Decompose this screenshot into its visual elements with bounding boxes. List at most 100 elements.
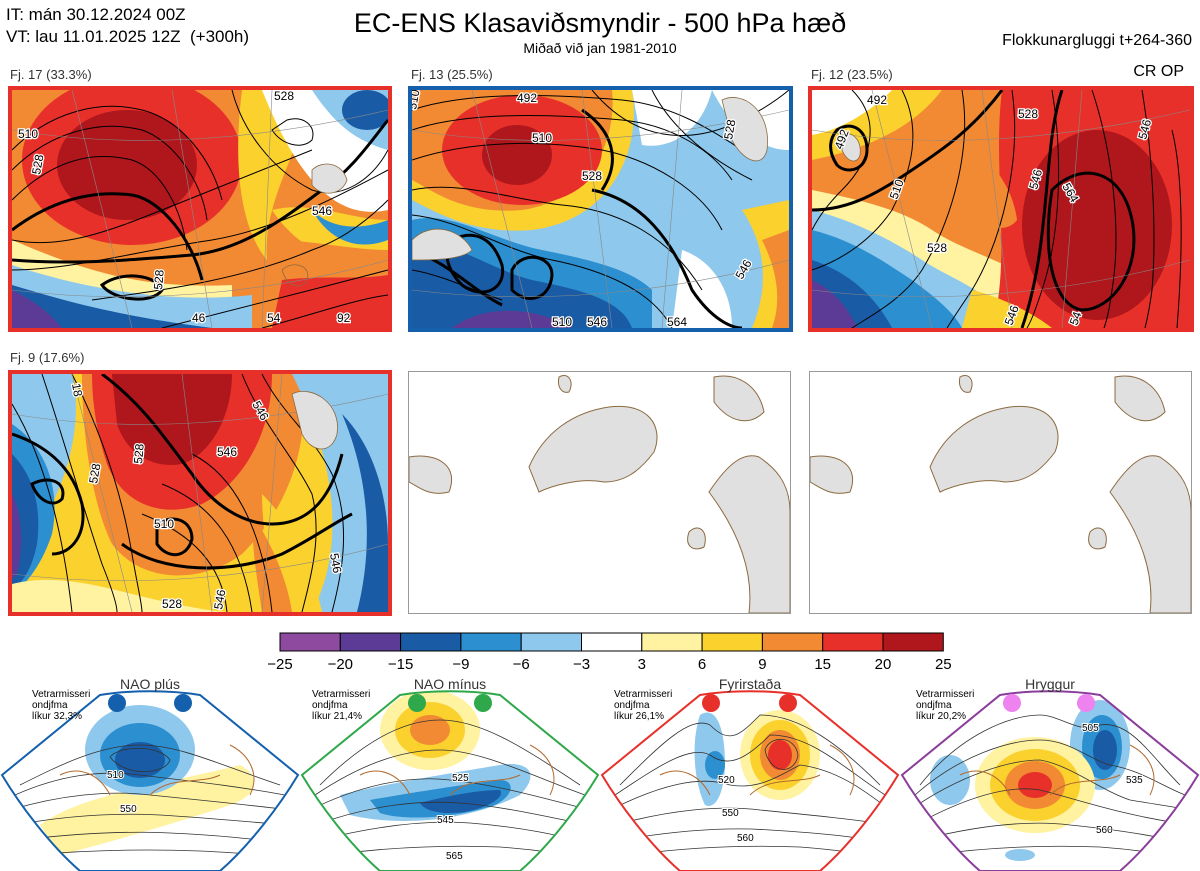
cluster-label-4: Fj. 9 (17.6%) — [10, 350, 85, 365]
header-info: IT: mán 30.12.2024 00Z VT: lau 11.01.202… — [6, 4, 249, 48]
contour-label: 54 — [267, 311, 281, 325]
colorbar-bin — [761, 632, 824, 652]
colorbar-tick-label: 9 — [758, 656, 767, 673]
regime-title: NAO plús — [120, 676, 180, 692]
cluster-map-3: 492 492 510 528 546 564 528 546 546 54 — [808, 86, 1194, 332]
cluster-label-1: Fj. 17 (33.3%) — [10, 67, 92, 82]
colorbar-tick-label: 15 — [814, 656, 832, 673]
colorbar-tick-label: −15 — [387, 656, 414, 673]
contour-label: 546 — [211, 588, 228, 610]
colorbar-bin — [581, 632, 643, 652]
contour-label: 505 — [1082, 723, 1099, 734]
contour-label: 550 — [722, 808, 739, 819]
regime-note: Vetrarmisseri — [614, 689, 672, 700]
colorbar-bin — [641, 632, 703, 652]
cluster-map-1: 528 510 528 546 46 54 92 528 — [8, 86, 392, 332]
colorbar-tick-label: −25 — [267, 656, 293, 673]
cluster-map-2: 492 510 528 528 546 564 510 546 510 — [408, 86, 793, 332]
regime-note: Vetrarmisseri — [32, 689, 90, 700]
contour-label: 564 — [667, 315, 687, 328]
contour-label: 528 — [274, 90, 294, 103]
contour-label: 528 — [162, 597, 182, 611]
contour-label: 528 — [151, 269, 167, 290]
regime-probability: líkur 32,3% — [32, 711, 82, 722]
regime-title: NAO mínus — [414, 676, 486, 692]
contour-label: 525 — [452, 773, 469, 784]
colorbar-tick-label: 20 — [874, 656, 892, 673]
regime-probability: líkur 20,2% — [916, 711, 966, 722]
colorbar-bin — [701, 632, 763, 652]
contour-label: 510 — [107, 770, 124, 781]
colorbar-bin — [460, 632, 522, 652]
regime-nao-plus: NAO plús Vetrarmisseri ondjfma líkur 32,… — [0, 676, 300, 871]
contour-label: 520 — [718, 775, 735, 786]
contour-label: 546 — [312, 204, 332, 218]
contour-label: 560 — [1096, 825, 1113, 836]
contour-label: 510 — [552, 315, 572, 328]
colorbar-tick-label: −20 — [327, 656, 354, 673]
colorbar-tick-label: −6 — [512, 656, 530, 673]
contour-label: 528 — [582, 169, 602, 183]
contour-label: 528 — [86, 462, 103, 484]
contour-label: 546 — [217, 445, 237, 459]
colorbar-bin — [400, 632, 462, 652]
contour-label: 510 — [412, 90, 422, 111]
regime-note: ondjfma — [614, 700, 650, 711]
contour-label: 528 — [1018, 107, 1038, 121]
regime-ridge: Hryggur Vetrarmisseri ondjfma líkur 20,2… — [900, 676, 1200, 871]
classification-window: Flokkunargluggi t+264-360 — [1002, 32, 1192, 49]
contour-label: 528 — [131, 443, 147, 464]
regime-note: Vetrarmisseri — [312, 689, 370, 700]
colorbar — [279, 632, 944, 652]
regime-note: ondjfma — [312, 700, 348, 711]
regime-note: Vetrarmisseri — [916, 689, 974, 700]
cluster-label-2: Fj. 13 (25.5%) — [411, 67, 493, 82]
contour-label: 546 — [1026, 167, 1045, 190]
regime-title: Fyrirstaða — [719, 676, 781, 692]
empty-map-5 — [408, 371, 791, 614]
colorbar-tick-label: 6 — [697, 656, 707, 673]
contour-label: 546 — [1135, 117, 1154, 140]
colorbar-bin — [339, 632, 402, 652]
contour-label: 550 — [120, 804, 137, 815]
contour-label: 492 — [517, 91, 537, 105]
contour-label: 492 — [867, 93, 887, 107]
regime-note: ondjfma — [32, 700, 68, 711]
colorbar-tick-label: 3 — [637, 656, 646, 673]
colorbar-bin — [520, 632, 582, 652]
contour-label: 528 — [721, 118, 738, 140]
contour-label: 535 — [1126, 775, 1143, 786]
valid-time: VT: lau 11.01.2025 12Z (+300h) — [6, 27, 250, 46]
regime-blocking: Fyrirstaða Vetrarmisseri ondjfma líkur 2… — [600, 676, 900, 871]
contour-label: 46 — [192, 311, 206, 325]
colorbar-tick-label: 25 — [934, 656, 952, 673]
contour-label: 545 — [437, 815, 454, 826]
regime-probability: líkur 21,4% — [312, 711, 362, 722]
colorbar-bin — [822, 632, 884, 652]
contour-label: 565 — [446, 851, 463, 862]
contour-label: 510 — [532, 131, 552, 145]
regime-note: ondjfma — [916, 700, 952, 711]
contour-label: 492 — [832, 127, 852, 151]
contour-label: 528 — [927, 241, 947, 255]
contour-label: 528 — [29, 153, 46, 175]
contour-label: 510 — [154, 517, 174, 531]
colorbar-tick-label: −9 — [452, 656, 470, 673]
issue-time: IT: mán 30.12.2024 00Z — [6, 5, 186, 24]
contour-label: 560 — [737, 833, 754, 844]
chart-subtitle: Miðað við jan 1981-2010 — [523, 40, 677, 56]
cluster-label-3: Fj. 12 (23.5%) — [811, 67, 893, 82]
contour-label: 546 — [587, 315, 607, 328]
cluster-map-4: 528 546 510 546 528 546 546 18 528 — [8, 370, 392, 616]
colorbar-bin — [882, 632, 944, 652]
colorbar-bin — [279, 632, 341, 652]
regime-probability: líkur 26,1% — [614, 711, 664, 722]
regime-title: Hryggur — [1025, 676, 1075, 692]
cr-op-label: CR OP — [1133, 63, 1184, 80]
empty-map-6 — [809, 371, 1192, 614]
contour-label: 92 — [337, 311, 351, 325]
contour-label: 18 — [69, 382, 85, 398]
colorbar-tick-label: −3 — [572, 656, 591, 673]
regime-nao-minus: NAO mínus Vetrarmisseri ondjfma líkur 21… — [300, 676, 600, 871]
chart-title: EC-ENS Klasaviðsmyndir - 500 hPa hæð — [353, 8, 847, 38]
